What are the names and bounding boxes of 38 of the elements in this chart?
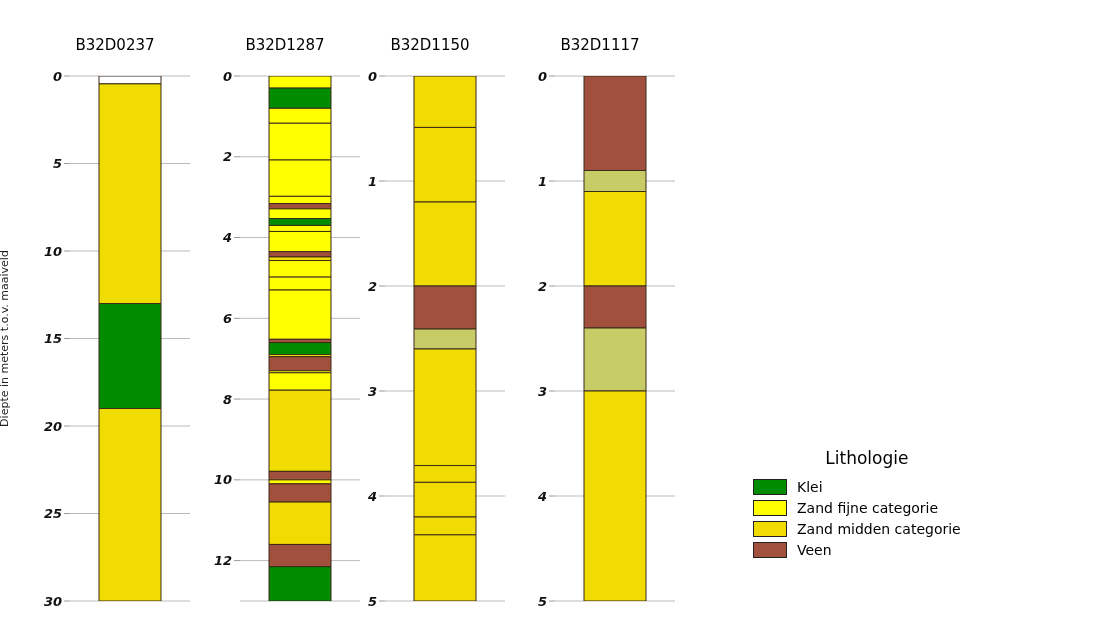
y-tick-label: 5 (52, 156, 62, 172)
y-tick-label: 0 (52, 68, 62, 84)
y-tick-label: 4 (536, 488, 547, 504)
y-tick-label: 25 (43, 506, 62, 522)
y-tick-label: 1 (367, 173, 377, 189)
legend-label: Veen (797, 541, 832, 558)
y-tick-label: 20 (43, 418, 62, 434)
y-tick-label: 0 (537, 68, 547, 84)
y-tick-label: 2 (537, 278, 547, 294)
y-tick-label: 2 (367, 278, 377, 294)
y-tick-label: 1 (537, 173, 547, 189)
y-tick-label: 30 (43, 593, 62, 609)
y-tick-label: 3 (367, 383, 377, 399)
y-tick-label: 3 (537, 383, 547, 399)
y-tick-label: 4 (366, 488, 377, 504)
legend-title: Lithologie (824, 448, 910, 468)
y-axis-title: Diepte in meters t.o.v. maaiveld (0, 250, 11, 427)
chart-title: B32D1150 (389, 36, 471, 54)
y-tick-label: 0 (367, 68, 377, 84)
y-tick-label: 10 (43, 243, 62, 259)
chart-title: B32D1117 (559, 36, 641, 54)
y-tick-label: 12 (213, 553, 232, 569)
chart-title: B32D1287 (244, 36, 326, 54)
bar (268, 342, 332, 356)
chart-title: B32D0237 (74, 36, 156, 54)
y-tick-label: 8 (222, 391, 232, 407)
text: Zand midden categorie (797, 520, 961, 537)
y-tick-label: 15 (43, 331, 62, 347)
y-tick-label: 2 (222, 149, 232, 165)
y-tick-label: 5 (537, 593, 547, 609)
y-tick-label: 4 (221, 230, 232, 246)
y-tick-label: 6 (222, 310, 232, 326)
legend-label: Zand fijne categorie (797, 499, 939, 516)
y-tick-label: 0 (222, 68, 232, 84)
y-tick-label: 10 (213, 472, 232, 488)
y-tick-label: 5 (367, 593, 377, 609)
legend-label: Klei (797, 478, 823, 495)
bar (268, 356, 332, 372)
